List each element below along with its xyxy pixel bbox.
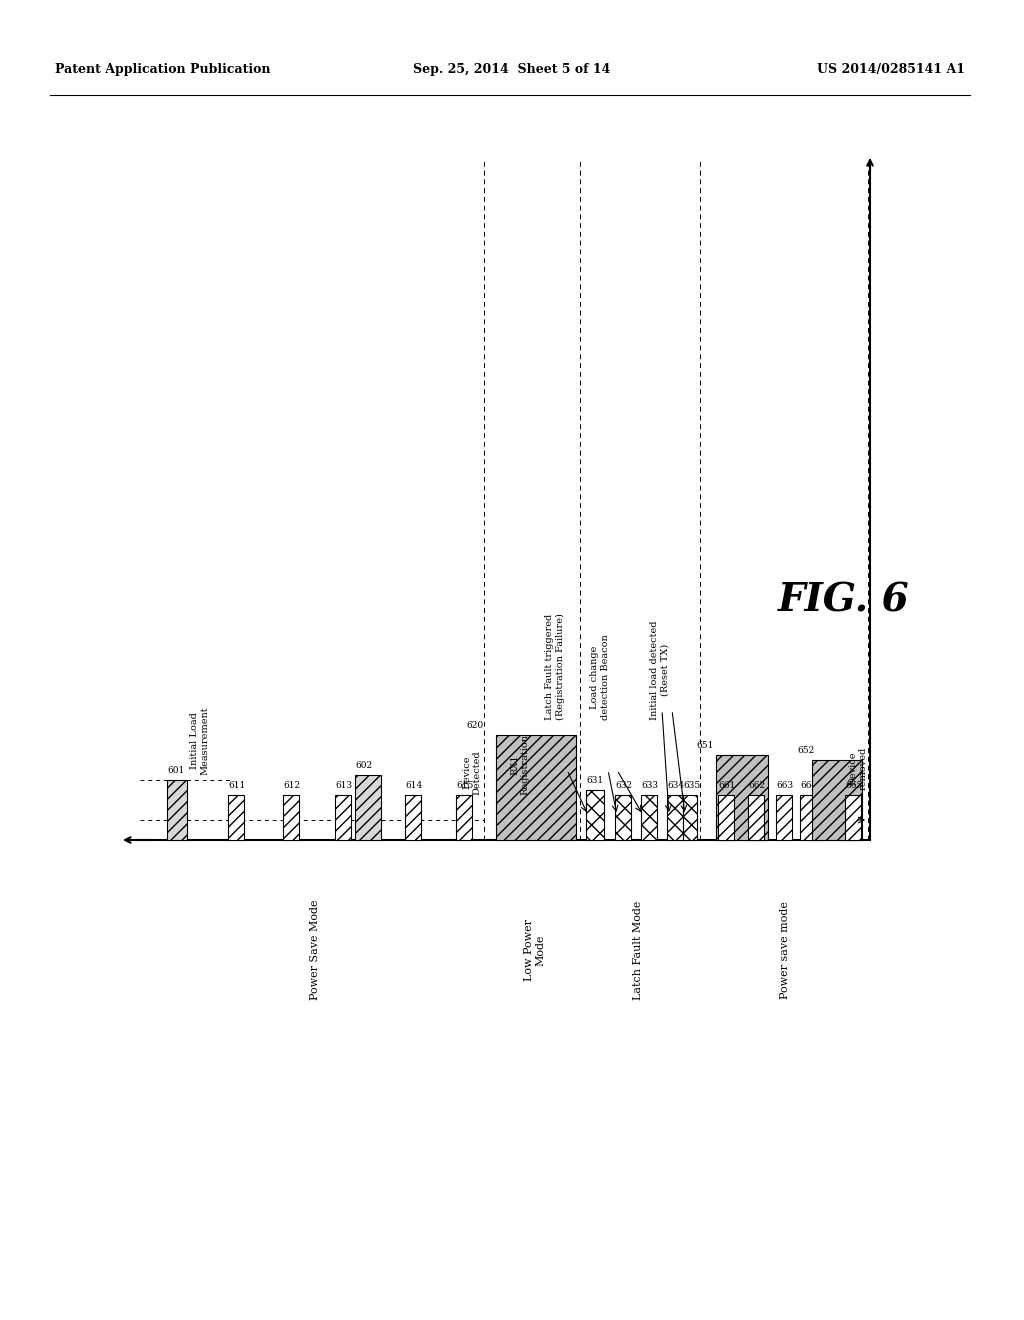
Text: Sep. 25, 2014  Sheet 5 of 14: Sep. 25, 2014 Sheet 5 of 14	[414, 63, 610, 77]
Bar	[683, 795, 697, 840]
Text: 661: 661	[718, 781, 735, 789]
Text: Latch Fault Mode: Latch Fault Mode	[633, 900, 643, 999]
Text: 633: 633	[641, 781, 658, 789]
Text: Device
removed: Device removed	[848, 747, 867, 789]
Text: Power Save Mode: Power Save Mode	[310, 900, 319, 1001]
Text: 620: 620	[466, 721, 483, 730]
Bar	[615, 795, 631, 840]
Text: 632: 632	[615, 781, 632, 789]
Text: 631: 631	[586, 776, 603, 785]
Bar	[812, 760, 862, 840]
Text: 662: 662	[748, 781, 765, 789]
Text: Low Power
Mode: Low Power Mode	[524, 919, 546, 981]
Text: Latch Fault triggered
(Registration Failure): Latch Fault triggered (Registration Fail…	[545, 612, 565, 719]
Text: 615: 615	[456, 781, 473, 789]
Bar	[228, 795, 244, 840]
Text: 611: 611	[228, 781, 246, 789]
Text: 664: 664	[800, 781, 817, 789]
Text: 635: 635	[683, 781, 700, 789]
Text: RX1
Registration: RX1 Registration	[510, 734, 529, 795]
Bar	[406, 795, 421, 840]
Text: Initial Load
Measurement: Initial Load Measurement	[190, 706, 210, 775]
Text: Patent Application Publication: Patent Application Publication	[55, 63, 270, 77]
Text: US 2014/0285141 A1: US 2014/0285141 A1	[817, 63, 965, 77]
Bar	[496, 735, 575, 840]
Text: 651: 651	[696, 741, 714, 750]
Text: 634: 634	[667, 781, 684, 789]
Text: 652: 652	[797, 746, 814, 755]
Text: 601: 601	[167, 766, 184, 775]
Text: Initial load detected
(Reset TX): Initial load detected (Reset TX)	[650, 620, 670, 719]
Bar	[355, 775, 381, 840]
Text: Device
Detected: Device Detected	[462, 750, 481, 795]
Bar	[283, 795, 299, 840]
Text: Power save mode: Power save mode	[780, 902, 790, 999]
Bar	[748, 795, 764, 840]
Text: 602: 602	[355, 762, 372, 770]
Text: FIG. 6: FIG. 6	[778, 581, 909, 619]
Bar	[456, 795, 472, 840]
Bar	[586, 789, 604, 840]
Text: 665: 665	[845, 781, 862, 789]
Bar	[776, 795, 792, 840]
Text: 663: 663	[776, 781, 794, 789]
Bar	[667, 795, 683, 840]
Bar	[845, 795, 861, 840]
Bar	[335, 795, 351, 840]
Bar	[716, 755, 768, 840]
Text: 613: 613	[335, 781, 352, 789]
Text: 612: 612	[283, 781, 300, 789]
Text: Load change
detection Beacon: Load change detection Beacon	[590, 634, 609, 719]
Bar	[641, 795, 657, 840]
Bar	[800, 795, 816, 840]
Text: 614: 614	[406, 781, 422, 789]
Bar	[718, 795, 734, 840]
Bar	[167, 780, 187, 840]
